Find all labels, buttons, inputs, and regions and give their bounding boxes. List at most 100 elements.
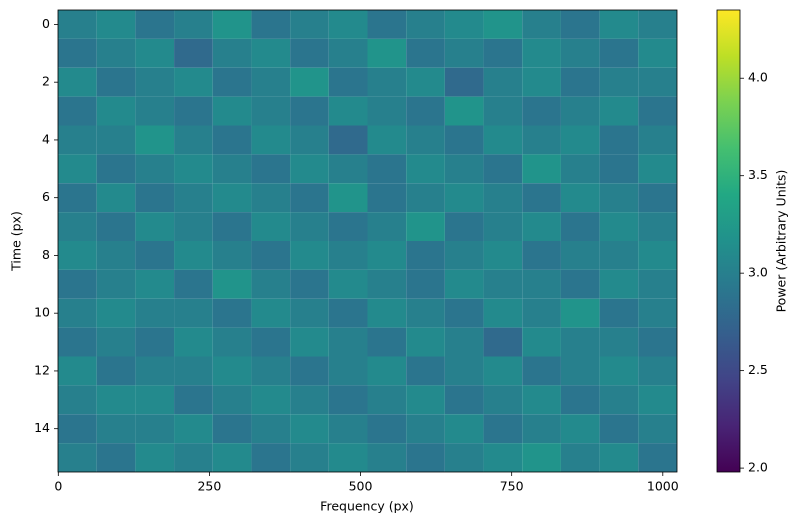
heat-cell xyxy=(599,38,639,68)
heat-cell xyxy=(444,125,484,155)
heat-cell xyxy=(367,96,407,126)
heat-cell xyxy=(212,38,252,68)
heat-cell xyxy=(290,154,329,184)
heat-cell xyxy=(290,443,329,472)
heat-cell xyxy=(290,10,329,39)
heat-cell xyxy=(406,269,445,299)
heat-cell xyxy=(522,212,561,241)
heat-cell xyxy=(290,96,329,126)
heat-cell xyxy=(174,154,213,184)
heat-cell xyxy=(483,183,523,213)
heat-cell xyxy=(560,385,600,415)
heat-cell xyxy=(406,212,445,241)
heat-cell xyxy=(444,154,484,184)
heat-cell xyxy=(251,414,291,444)
heat-cell xyxy=(135,96,175,126)
heat-cell xyxy=(174,96,213,126)
heat-cell xyxy=(599,327,639,357)
heat-cell xyxy=(599,241,639,270)
heat-cell xyxy=(328,212,368,241)
heat-cell xyxy=(174,269,213,299)
heat-cell xyxy=(328,154,368,184)
heat-cell xyxy=(96,298,136,328)
heat-cell xyxy=(212,96,252,126)
heat-cell xyxy=(444,327,484,357)
heat-cell xyxy=(251,298,291,328)
heat-cell xyxy=(483,298,523,328)
heat-cell xyxy=(367,212,407,241)
heat-cell xyxy=(638,298,677,328)
heat-cell xyxy=(58,154,97,184)
x-tick-label: 250 xyxy=(197,479,221,494)
heat-cell xyxy=(212,298,252,328)
heat-cell xyxy=(135,327,175,357)
heat-cell xyxy=(135,414,175,444)
heat-cell xyxy=(135,125,175,155)
heat-cell xyxy=(367,67,407,97)
heat-cell xyxy=(406,96,445,126)
heat-cell xyxy=(174,10,213,39)
colorbar-tick-label: 4.0 xyxy=(748,70,768,85)
heat-cell xyxy=(483,327,523,357)
heat-cell xyxy=(58,67,97,97)
heat-cell xyxy=(522,356,561,386)
heat-cell xyxy=(96,356,136,386)
heat-cell xyxy=(174,241,213,270)
heat-cell xyxy=(251,269,291,299)
heat-cell xyxy=(560,414,600,444)
heat-cell xyxy=(328,385,368,415)
heat-cell xyxy=(599,385,639,415)
heat-cell xyxy=(135,10,175,39)
colorbar-tick-label: 3.0 xyxy=(748,265,768,280)
heat-cell xyxy=(444,298,484,328)
heat-cell xyxy=(638,96,677,126)
heat-cell xyxy=(328,10,368,39)
heat-cell xyxy=(290,327,329,357)
heat-cell xyxy=(135,212,175,241)
y-tick-label: 8 xyxy=(42,247,50,262)
heat-cell xyxy=(406,385,445,415)
heat-cell xyxy=(406,298,445,328)
heat-cell xyxy=(483,356,523,386)
heat-cell xyxy=(367,183,407,213)
heat-cell xyxy=(599,269,639,299)
heat-cell xyxy=(58,96,97,126)
heat-cell xyxy=(96,125,136,155)
heat-cell xyxy=(96,443,136,472)
heat-cell xyxy=(522,385,561,415)
colorbar xyxy=(716,9,741,473)
heat-cell xyxy=(212,212,252,241)
heat-cell xyxy=(483,385,523,415)
heat-cell xyxy=(522,414,561,444)
heat-cell xyxy=(58,183,97,213)
heat-cell xyxy=(560,154,600,184)
heat-cell xyxy=(58,38,97,68)
heat-cell xyxy=(212,385,252,415)
heat-cell xyxy=(58,327,97,357)
heat-cell xyxy=(367,414,407,444)
heat-cell xyxy=(212,183,252,213)
heat-cell xyxy=(290,241,329,270)
heat-cell xyxy=(522,269,561,299)
colorbar-tick-label: 2.5 xyxy=(748,362,768,377)
x-tick-label: 1000 xyxy=(647,479,679,494)
heat-cell xyxy=(367,125,407,155)
heat-cell xyxy=(444,356,484,386)
heat-cell xyxy=(58,414,97,444)
heat-cell xyxy=(290,298,329,328)
heat-cell xyxy=(406,443,445,472)
y-axis-label: Time (px) xyxy=(9,211,24,272)
heat-cell xyxy=(251,125,291,155)
heat-cell xyxy=(174,414,213,444)
heat-cell xyxy=(135,269,175,299)
heat-cell xyxy=(251,356,291,386)
heat-cell xyxy=(135,298,175,328)
heat-cell xyxy=(290,183,329,213)
heat-cell xyxy=(483,414,523,444)
heat-cell xyxy=(96,154,136,184)
heat-cell xyxy=(212,10,252,39)
y-tick-label: 10 xyxy=(34,305,50,320)
heat-cell xyxy=(290,356,329,386)
heat-cell xyxy=(560,125,600,155)
